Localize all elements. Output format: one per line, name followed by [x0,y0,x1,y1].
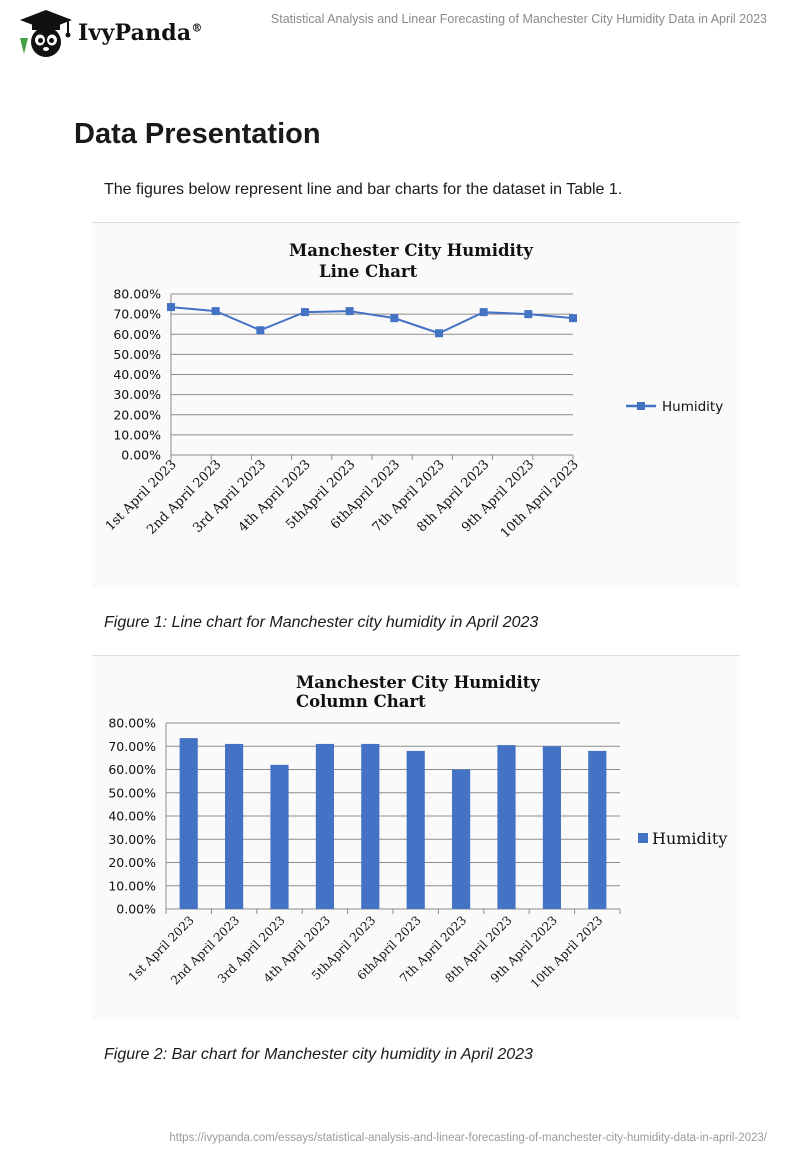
figure-2-caption: Figure 2: Bar chart for Manchester city … [104,1046,533,1063]
x-tick-label: 10th April 2023 [498,457,582,541]
legend-label: Humidity [652,829,727,848]
humidity-bar [452,769,471,909]
chart-title-line: Manchester City Humidity [296,673,540,692]
y-tick-label: 20.00% [108,855,156,870]
graduate-panda-icon [20,10,72,57]
y-tick-label: 10.00% [108,878,156,893]
humidity-bar [588,750,607,909]
y-tick-label: 60.00% [108,762,156,777]
legend-swatch [638,833,648,843]
humidity-series-line [170,306,574,335]
data-point-marker [435,329,443,338]
y-tick-label: 50.00% [113,347,161,362]
document-title: Statistical Analysis and Linear Forecast… [270,12,767,26]
registered-mark: ® [191,21,203,35]
bar-chart-figure: Manchester City Humidity Column Chart 0.00… [92,655,740,1020]
data-point-marker [345,307,354,316]
line-chart-figure: Manchester City Humidity Line Chart 0.00% 1… [92,222,740,587]
ivypanda-logo[interactable]: IvyPanda® [14,8,202,58]
y-tick-label: 20.00% [113,407,161,422]
y-tick-label: 60.00% [113,327,161,342]
data-point-marker [256,326,265,335]
y-tick-label: 40.00% [113,367,161,382]
chart-title-line: Manchester City Humidity [289,241,533,260]
y-tick-label: 10.00% [113,427,161,442]
y-tick-label: 70.00% [108,739,156,754]
source-url[interactable]: https://ivypanda.com/essays/statistical-… [169,1132,767,1144]
humidity-bar [270,764,289,909]
data-point-marker [569,314,577,323]
y-tick-label: 0.00% [121,448,161,463]
chart-title-line: Line Chart [319,262,418,281]
data-point-marker [167,303,175,312]
intro-paragraph: The figures below represent line and bar… [104,181,623,198]
legend-marker [637,402,645,410]
data-point-marker [524,310,533,319]
y-tick-label: 0.00% [116,902,156,917]
humidity-bar [497,745,516,909]
chart-title-line: Column Chart [296,692,426,711]
y-tick-label: 50.00% [108,785,156,800]
y-tick-label: 80.00% [108,716,156,731]
data-point-marker [479,308,488,317]
figure-1-caption: Figure 1: Line chart for Manchester city… [104,614,539,631]
humidity-bar [315,743,334,909]
humidity-bar [179,738,198,909]
y-tick-label: 30.00% [113,387,161,402]
humidity-bar [542,746,561,909]
data-point-marker [301,308,309,317]
humidity-bar [406,750,425,909]
data-point-marker [390,314,399,323]
humidity-bar [225,743,244,909]
brand-name: IvyPanda [78,20,192,46]
y-tick-label: 40.00% [108,809,156,824]
legend-label: Humidity [662,399,723,415]
section-heading: Data Presentation [74,118,321,150]
y-tick-label: 80.00% [113,287,161,302]
page-header: IvyPanda® Statistical Analysis and Linea… [0,0,800,70]
y-tick-label: 30.00% [108,832,156,847]
humidity-bar [361,743,380,909]
y-tick-label: 70.00% [113,307,161,322]
data-point-marker [211,307,220,316]
line-chart: Manchester City Humidity Line Chart 0.00% 1… [103,241,723,541]
